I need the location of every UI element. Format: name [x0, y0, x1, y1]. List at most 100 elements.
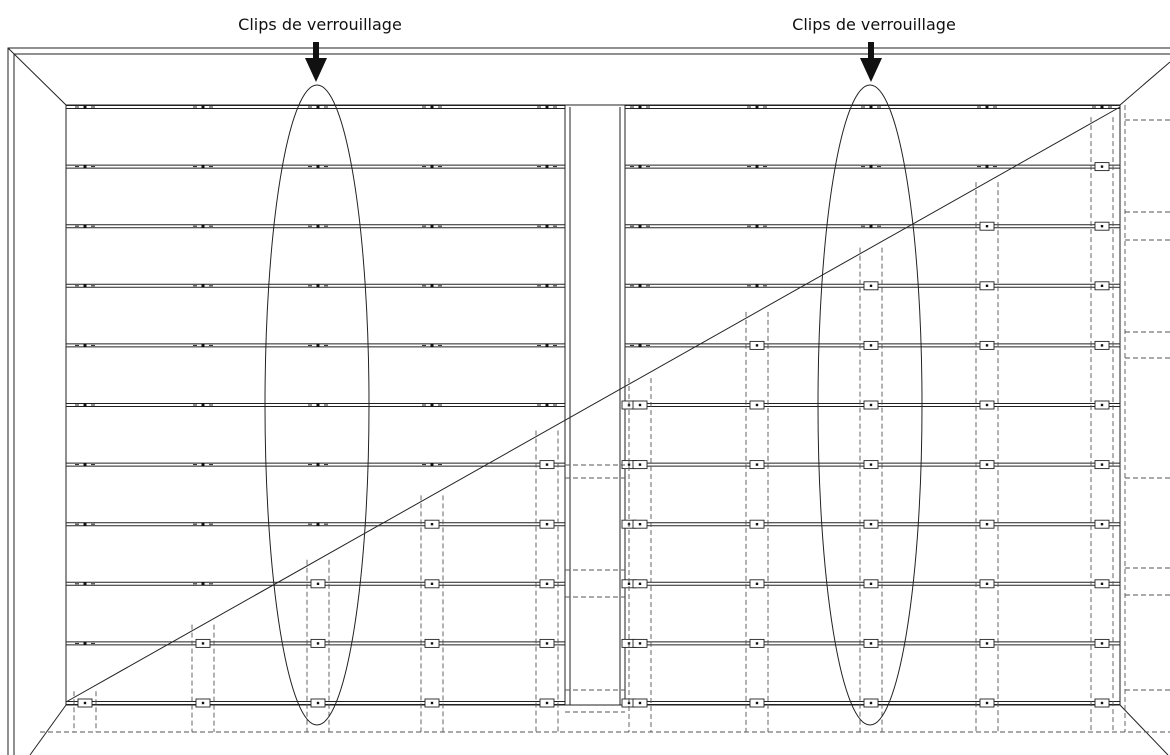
clip-screw [755, 463, 759, 466]
clip-screw [430, 582, 434, 585]
clip-tick [83, 224, 87, 228]
clip-tick [83, 641, 87, 645]
clip-screw [316, 642, 320, 645]
clip-tick [638, 284, 642, 288]
clip-screw [1100, 701, 1104, 705]
clip-screw [1100, 403, 1104, 407]
clip-screw [985, 284, 989, 287]
clip-tick [201, 403, 205, 407]
clip-screw [755, 344, 759, 347]
clip-highlight [817, 84, 923, 726]
clip-tick [869, 105, 873, 109]
clip-screw [316, 582, 320, 585]
clip-screw [869, 284, 873, 287]
clip-tick [201, 284, 205, 288]
clip-tick [316, 105, 320, 109]
clip-tick [83, 522, 87, 526]
clip-tick [755, 284, 759, 288]
arrow-shaft [868, 42, 874, 60]
clip-highlight [264, 84, 370, 726]
clip-screw [755, 403, 759, 407]
clip-screw [869, 642, 873, 645]
clip-screw [638, 463, 642, 466]
clip-tick [985, 105, 989, 109]
clip-screw [1100, 165, 1104, 168]
clip-tick [316, 403, 320, 407]
arrow-head [305, 58, 327, 82]
clip-tick [755, 165, 759, 169]
clip-tick [985, 165, 989, 169]
clip-tick [201, 522, 205, 526]
clip-tick [83, 403, 87, 407]
clip-screw [545, 582, 549, 585]
clip-tick [430, 284, 434, 288]
clip-tick [545, 284, 549, 288]
clip-tick [430, 105, 434, 109]
clip-tick [201, 224, 205, 228]
clip-tick [545, 165, 549, 169]
clip-tick [316, 284, 320, 288]
corner-line [1119, 704, 1169, 755]
clip-tick [83, 105, 87, 109]
clip-screw [985, 523, 989, 526]
clip-screw [83, 701, 87, 705]
clip-tick [316, 522, 320, 526]
clip-screw [869, 582, 873, 585]
clip-screw [430, 642, 434, 645]
clip-tick [316, 463, 320, 467]
clip-screw [201, 642, 205, 645]
clip-screw [316, 701, 320, 705]
clip-tick [869, 224, 873, 228]
clip-screw [638, 701, 642, 705]
clip-screw [1100, 642, 1104, 645]
clip-tick [638, 165, 642, 169]
clip-tick [755, 224, 759, 228]
annotation-label: Clips de verrouillage [238, 15, 402, 34]
outer-frame [7, 47, 1170, 755]
clip-screw [985, 403, 989, 407]
clip-screw [1100, 523, 1104, 526]
clip-tick [755, 105, 759, 109]
clip-screw [985, 701, 989, 705]
clip-screw [869, 463, 873, 466]
clip-screw [430, 523, 434, 526]
clip-screw [627, 582, 631, 585]
clip-screw [869, 523, 873, 526]
clip-tick [83, 463, 87, 467]
clip-tick [201, 343, 205, 347]
clip-screw [627, 463, 631, 466]
clip-tick [638, 343, 642, 347]
clip-tick [83, 582, 87, 586]
clip-screw [869, 701, 873, 705]
clip-tick [545, 224, 549, 228]
corner-line [1119, 61, 1170, 106]
clip-screw [545, 463, 549, 466]
clip-tick [430, 343, 434, 347]
frame [7, 47, 1170, 755]
corner-line [7, 47, 67, 106]
clip-screw [755, 523, 759, 526]
clip-tick [430, 463, 434, 467]
clip-screw [638, 403, 642, 407]
arrow-shaft [313, 42, 319, 60]
clip-screw [869, 403, 873, 407]
clip-screw [985, 582, 989, 585]
annotation-label: Clips de verrouillage [792, 15, 956, 34]
clip-tick [430, 224, 434, 228]
clip-tick [430, 403, 434, 407]
clip-screw [430, 701, 434, 705]
clip-tick [83, 343, 87, 347]
clip-tick [869, 165, 873, 169]
clip-tick [201, 463, 205, 467]
deck-outline [65, 104, 1121, 706]
clip-tick [638, 105, 642, 109]
clip-screw [985, 344, 989, 347]
clip-screw [755, 642, 759, 645]
clip-screw [1100, 463, 1104, 466]
clip-tick [316, 343, 320, 347]
clip-screw [638, 523, 642, 526]
clip-screw [755, 582, 759, 585]
clip-tick [545, 343, 549, 347]
